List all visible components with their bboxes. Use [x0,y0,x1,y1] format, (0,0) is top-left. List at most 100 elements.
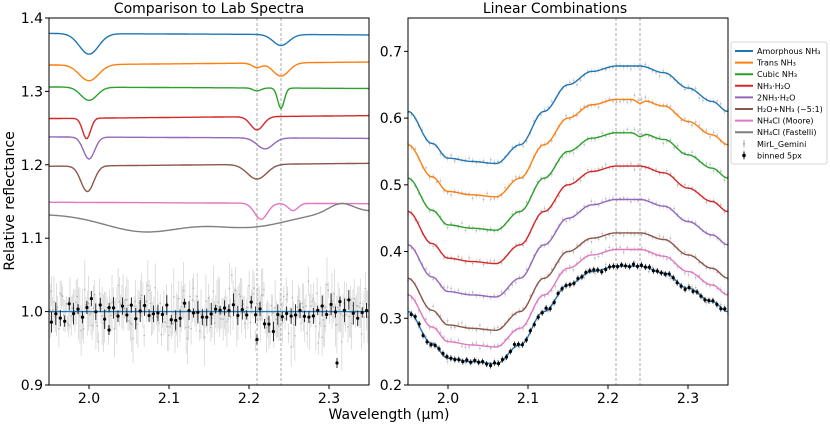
observed-point [322,319,325,321]
right-data-point [626,128,629,131]
right-binned-point [532,322,536,327]
right-data-point [676,184,679,186]
right-data-point [568,118,571,121]
binned-point [249,300,253,304]
left-ytick-label: 1.1 [21,231,43,247]
observed-point [134,300,137,303]
observed-point [300,322,302,325]
right-data-point [514,281,517,284]
right-binned-point [516,342,520,346]
observed-point [328,313,331,316]
observed-point [207,297,210,299]
right-data-point [554,285,557,288]
binned-point [165,303,169,307]
right-data-point [612,167,614,170]
right-binned-point [477,360,481,364]
observed-point [334,324,337,326]
right-data-point [450,222,453,225]
right-data-point [709,163,711,166]
observed-point [123,307,126,310]
legend: Amorphous NH₃ Trans NH₃ Cubic NH₃ NH₃·H₂O 2N… [730,41,828,165]
right-data-point [698,97,701,99]
right-binned-point [723,307,727,311]
observed-point [128,320,131,322]
binned-point [231,303,236,307]
right-ticks: 2.0 2.1 2.2 2.3 0.2 0.3 0.4 0.5 0.6 0.7 [380,44,699,407]
observed-point [80,329,82,332]
right-data-point [719,303,722,306]
right-binned-point [488,363,493,368]
right-data-point [464,361,467,364]
right-data-point [640,98,643,101]
observed-point [139,297,142,300]
left-ytick-label: 1.3 [21,84,43,100]
right-data-point [525,268,528,270]
observed-point [56,306,59,308]
observed-point [133,305,136,307]
right-data-point [461,257,463,260]
right-model-line [407,265,729,365]
observed-point [98,292,101,295]
observed-point [111,301,113,304]
observed-point [159,302,161,304]
left-series-line [49,61,370,82]
right-data-point [550,100,553,103]
observed-point [76,295,79,298]
right-data-point [464,346,467,349]
observed-point [138,302,140,304]
right-data-point [550,289,553,292]
right-data-point [532,119,535,122]
right-data-point [694,255,697,258]
observed-point [229,315,232,318]
left-plot-frame [48,17,370,386]
observed-point [345,298,348,301]
observed-point [278,325,280,327]
observed-point [200,313,202,315]
right-data-point [511,179,514,182]
observed-point [164,321,166,323]
right-data-point [457,289,460,292]
right-data-point [669,237,672,240]
observed-point [182,289,185,292]
left-xtick-label: 2.2 [238,391,260,407]
right-binned-point [508,349,513,354]
right-data-point [683,117,686,120]
right-data-point [511,284,514,286]
right-binned-point [635,264,640,268]
right-data-point [464,229,467,232]
right-data-point [579,79,582,82]
observed-point [189,295,191,298]
observed-point [168,334,170,337]
binned-point [116,314,120,318]
observed-point [310,305,312,307]
right-model-line [407,98,729,198]
binned-point [214,307,218,311]
right-model-line [407,165,729,265]
right-data-point [691,89,693,92]
right-data-point [518,212,521,214]
right-model-line [407,232,729,331]
observed-point [145,300,148,303]
right-data-point [493,161,496,164]
right-data-point [500,262,503,264]
right-data-point [514,176,517,178]
observed-point [364,287,367,290]
right-data-point [640,247,643,249]
right-binned-point [425,340,429,344]
binned-point [316,308,320,313]
left-xtick-label: 2.1 [158,391,180,407]
observed-point [353,297,355,300]
observed-point [233,300,236,303]
right-data-point [644,63,647,66]
binned-point [333,310,338,314]
observed-point [130,323,133,326]
right-binned-point [572,281,576,285]
right-data-point [633,128,636,131]
right-data-point [489,198,492,201]
observed-point [180,305,183,308]
observed-point [222,318,225,320]
observed-point [67,324,70,327]
observed-point [274,306,276,309]
right-data-point [572,268,575,271]
right-data-point [561,156,564,159]
